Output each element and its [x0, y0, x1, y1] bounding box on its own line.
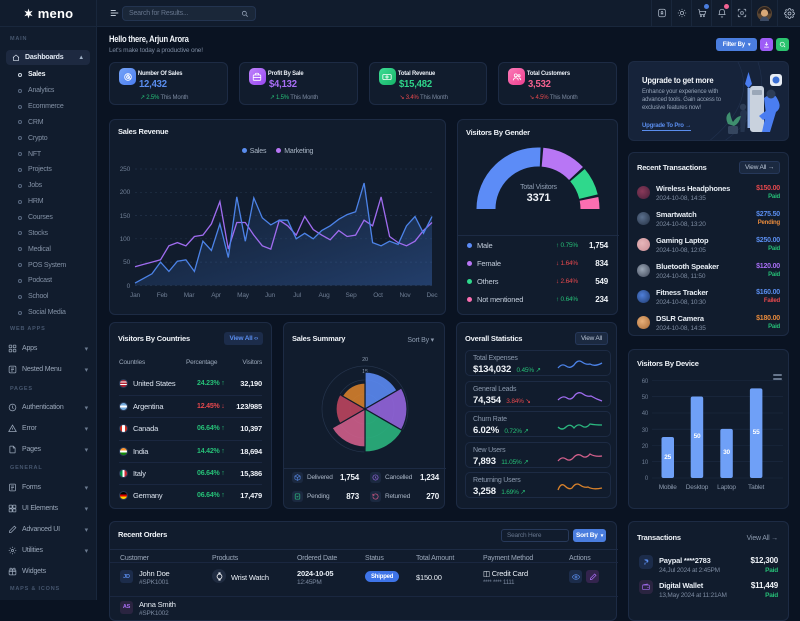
svg-text:250: 250 [120, 166, 131, 173]
svg-text:0: 0 [127, 283, 131, 290]
svg-text:30: 30 [723, 449, 730, 456]
svg-text:0: 0 [645, 476, 649, 482]
svg-text:Dec: Dec [427, 292, 439, 299]
svg-text:Laptop: Laptop [717, 484, 736, 491]
svg-text:Feb: Feb [157, 292, 168, 299]
svg-text:Jan: Jan [130, 292, 140, 299]
svg-text:Tablet: Tablet [748, 484, 765, 491]
svg-text:Mobile: Mobile [659, 484, 678, 491]
svg-text:10: 10 [642, 460, 649, 466]
svg-text:20: 20 [362, 357, 368, 363]
svg-text:Mar: Mar [184, 292, 196, 299]
svg-text:30: 30 [642, 428, 649, 434]
svg-text:50: 50 [694, 433, 701, 440]
svg-text:150: 150 [120, 213, 131, 220]
svg-text:Jul: Jul [293, 292, 301, 299]
svg-text:25: 25 [664, 454, 671, 461]
svg-text:Oct: Oct [373, 292, 383, 299]
svg-text:200: 200 [120, 189, 131, 196]
svg-text:20: 20 [642, 444, 649, 450]
svg-text:50: 50 [123, 259, 130, 266]
svg-text:40: 40 [642, 411, 649, 417]
svg-text:Desktop: Desktop [686, 484, 709, 491]
svg-text:Jun: Jun [265, 292, 275, 299]
svg-text:Nov: Nov [400, 292, 412, 299]
svg-text:May: May [237, 292, 250, 299]
svg-text:60: 60 [642, 379, 649, 385]
svg-text:100: 100 [120, 236, 131, 243]
svg-text:50: 50 [642, 395, 649, 401]
svg-text:55: 55 [753, 429, 760, 436]
svg-text:Sep: Sep [346, 292, 358, 299]
svg-text:Aug: Aug [319, 292, 331, 299]
svg-text:Apr: Apr [211, 292, 222, 299]
